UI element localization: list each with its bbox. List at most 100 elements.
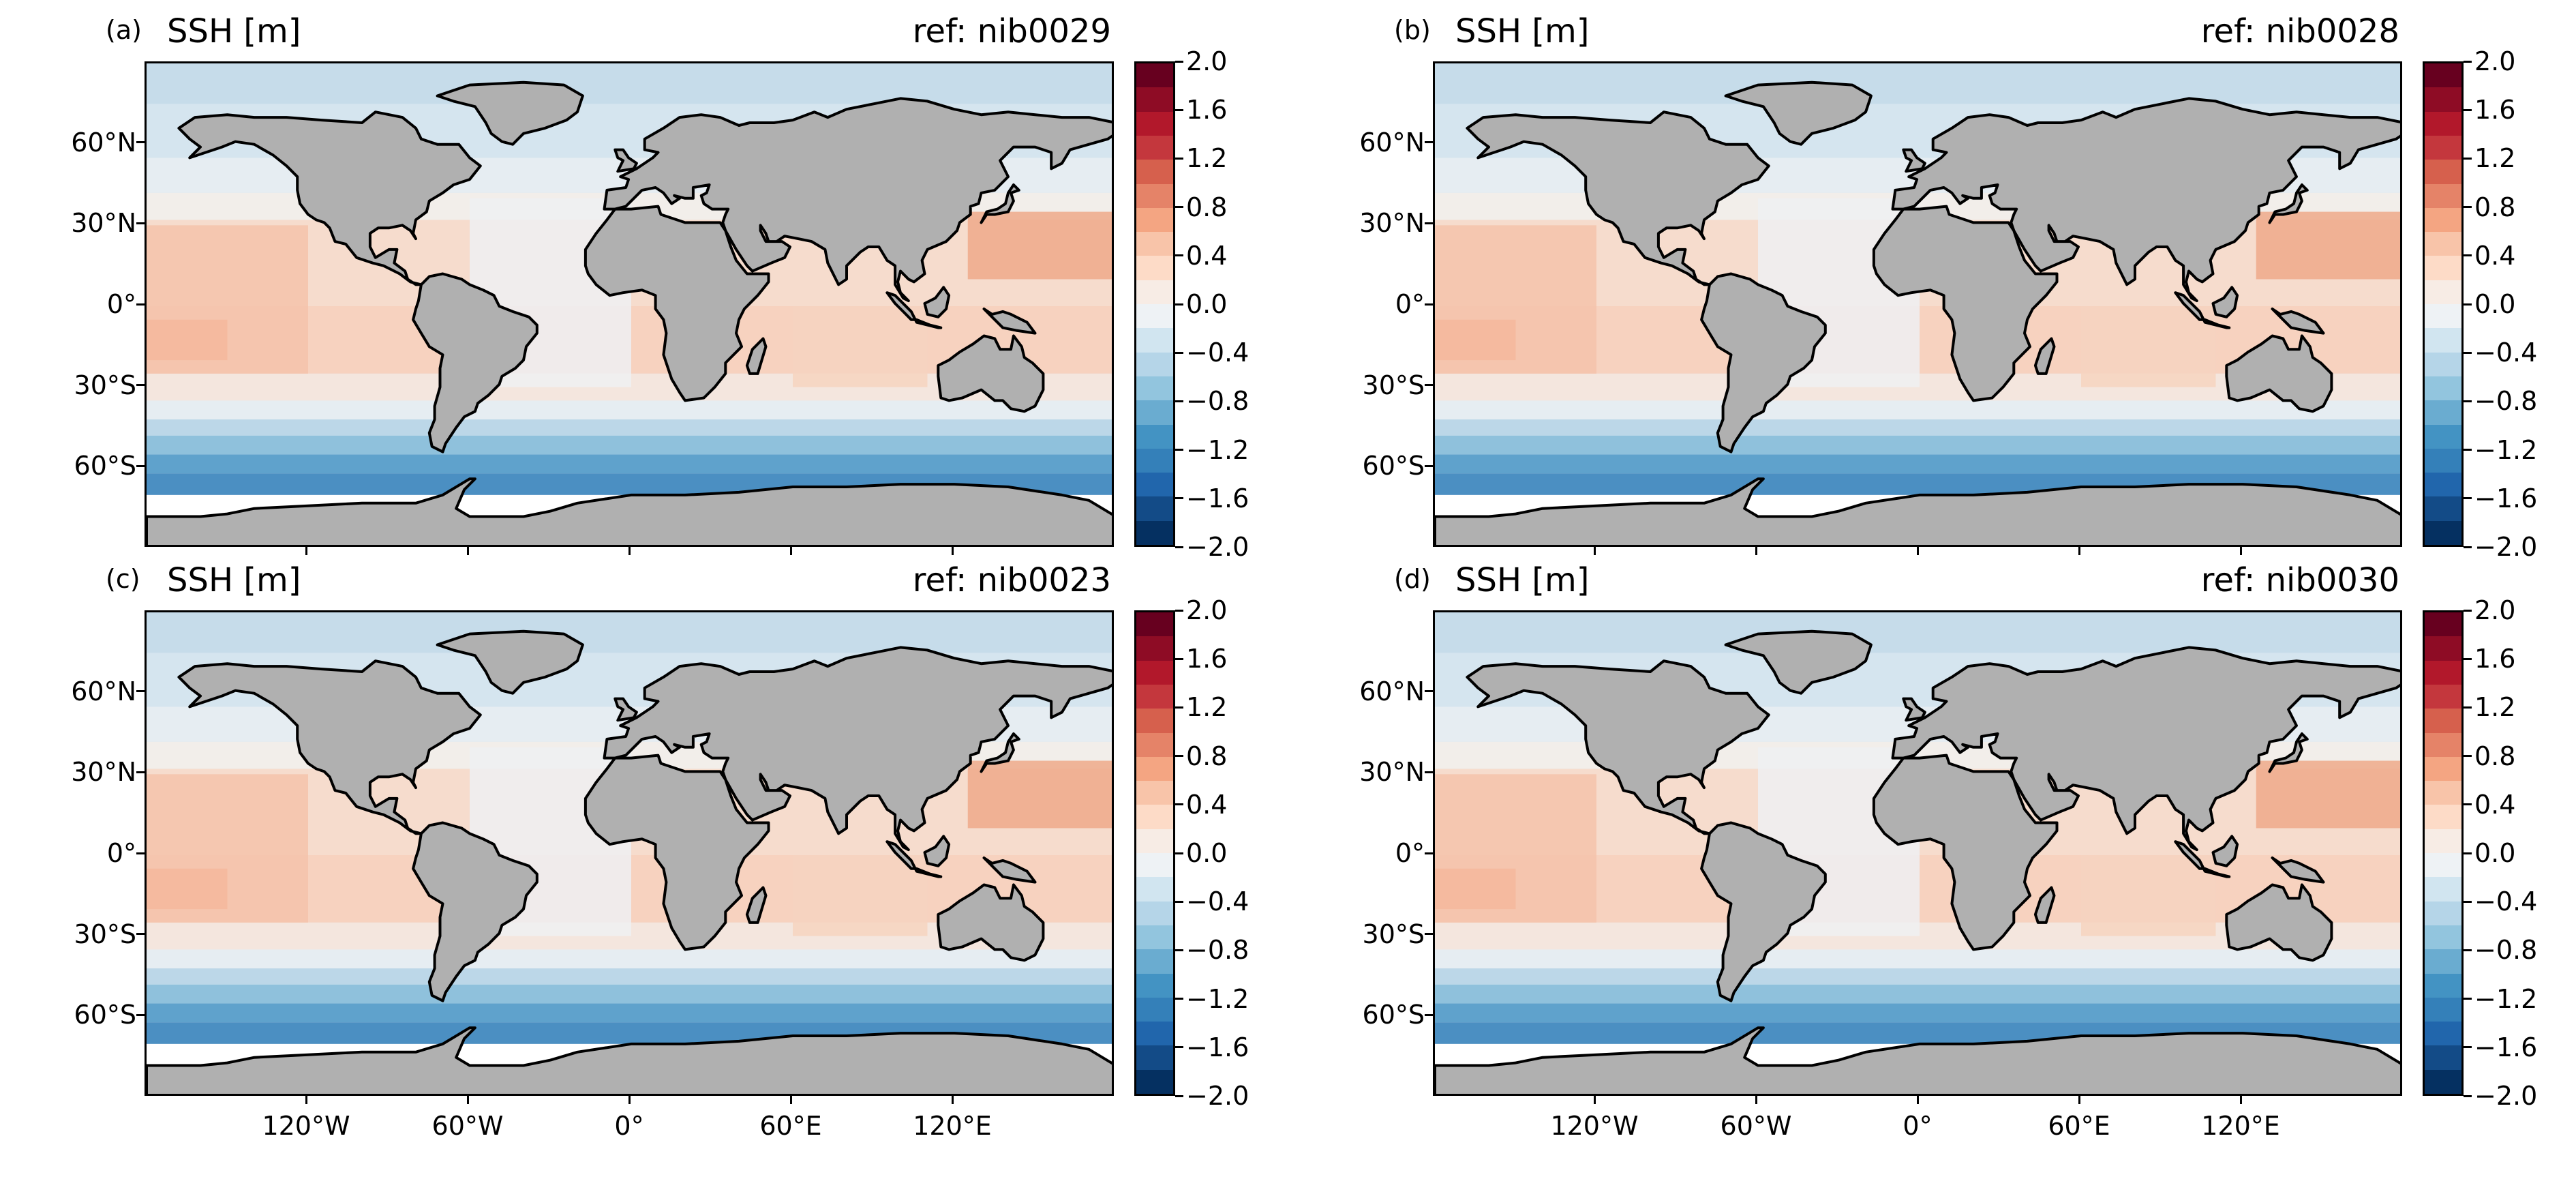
panel-letter: (d): [1394, 564, 1431, 594]
colorbar-tick-label: −1.2: [2474, 434, 2538, 465]
colorbar-tick: [1175, 949, 1183, 951]
panel-letter: (b): [1394, 15, 1431, 45]
colorbar: [2423, 610, 2464, 1096]
lat-tick-label: 30°N: [1359, 757, 1425, 788]
lon-tick: [466, 547, 469, 555]
colorbar-tick: [1175, 108, 1183, 111]
land-antarctica: [1435, 477, 2400, 545]
ssh-band-9: [1435, 435, 2400, 455]
colorbar-tick-label: 0.8: [1186, 741, 1228, 771]
lat-tick-label: 30°S: [1362, 370, 1425, 400]
lat-tick: [136, 141, 145, 144]
colorbar-segment: [1136, 207, 1173, 233]
colorbar-tick: [2464, 949, 2472, 951]
lat-tick-label: 0°: [106, 838, 136, 868]
colorbar-segment: [1136, 853, 1173, 878]
colorbar-tick-label: −0.8: [1186, 935, 1249, 966]
lon-tick: [2239, 547, 2242, 555]
colorbar-segment: [1136, 660, 1173, 685]
land-new-guinea: [2271, 308, 2325, 335]
lon-tick: [466, 1096, 469, 1104]
land-eurasia: [603, 97, 1112, 303]
ssh-band-7: [1435, 400, 2400, 420]
colorbar-segment: [2425, 781, 2461, 805]
ssh-band-8: [1435, 419, 2400, 436]
land-africa: [584, 205, 770, 402]
colorbar-tick-label: 1.6: [1186, 644, 1228, 674]
map-frame: [1433, 61, 2402, 547]
lat-tick: [136, 933, 145, 936]
ssh-patch-3: [793, 855, 928, 936]
colorbar-segment: [2425, 684, 2461, 709]
land-north-america: [177, 659, 482, 835]
lat-tick-label: 60°N: [71, 676, 136, 706]
land-north-america: [1466, 659, 1770, 835]
ssh-band-8: [147, 968, 1112, 985]
colorbar-segment: [2425, 328, 2461, 353]
ssh-patch-3: [2081, 306, 2216, 387]
colorbar-segment: [2425, 183, 2461, 209]
colorbar-segment: [1136, 496, 1173, 522]
lon-tick-label: 0°: [1903, 1111, 1933, 1141]
colorbar-segment: [1136, 87, 1173, 113]
land-uk: [1902, 148, 1926, 173]
lat-tick: [1425, 852, 1433, 854]
lat-tick: [136, 771, 145, 773]
lat-tick-label: 30°N: [71, 757, 136, 788]
ssh-patch-1: [967, 211, 1112, 280]
colorbar-tick: [1175, 400, 1183, 402]
land-indonesia: [2174, 840, 2231, 878]
land-eurasia: [603, 646, 1112, 852]
ssh-patch-1: [2256, 760, 2400, 829]
colorbar-segment: [2425, 256, 2461, 281]
colorbar-tick-label: −1.6: [1186, 483, 1249, 513]
colorbar-segment: [2425, 376, 2461, 401]
map-frame: [145, 610, 1114, 1096]
lat-tick: [136, 852, 145, 854]
land-eurasia: [1891, 97, 2400, 303]
ssh-patch-2: [1435, 868, 1516, 910]
colorbar-tick: [2464, 900, 2472, 903]
colorbar-tick-label: −0.4: [1186, 338, 1249, 368]
colorbar-segment: [1136, 520, 1173, 545]
map-frame: [145, 61, 1114, 547]
colorbar-segment: [1136, 135, 1173, 160]
lat-tick: [136, 222, 145, 224]
colorbar-segment: [1136, 732, 1173, 758]
panel-title: SSH [m]: [167, 12, 301, 50]
ssh-band-7: [147, 400, 1112, 420]
ssh-patch-1: [967, 760, 1112, 829]
lat-tick-label: 60°S: [74, 1000, 136, 1030]
ssh-patch-3: [793, 306, 928, 387]
colorbar-segment: [2425, 973, 2461, 998]
lon-tick: [2078, 547, 2080, 555]
colorbar-segment: [1136, 829, 1173, 854]
panel-a: (a) SSH [m] ref: nib0029 60°N 30°N 0° 30°S 6…: [0, 0, 1282, 562]
colorbar-segment: [1136, 304, 1173, 329]
colorbar-segment: [1136, 160, 1173, 185]
colorbar-segment: [1136, 973, 1173, 998]
colorbar-tick: [2464, 449, 2472, 451]
lat-tick: [1425, 222, 1433, 224]
land-north-america: [177, 110, 482, 286]
colorbar-segment: [1136, 901, 1173, 926]
colorbar-segment: [2425, 111, 2461, 136]
colorbar-tick: [2464, 657, 2472, 660]
land-borneo: [2211, 835, 2239, 867]
ssh-patch-2: [147, 868, 228, 910]
colorbar-tick: [1175, 609, 1183, 612]
land-antarctica: [147, 1026, 1112, 1094]
colorbar-segment: [1136, 805, 1173, 830]
colorbar-segment: [1136, 424, 1173, 449]
ssh-patch-1: [2256, 211, 2400, 280]
lon-tick-label: 120°W: [1550, 1111, 1639, 1141]
colorbar-segment: [1136, 183, 1173, 209]
lat-tick: [1425, 771, 1433, 773]
ssh-map: [1435, 612, 2400, 1094]
colorbar-tick-label: 2.0: [2474, 595, 2516, 625]
colorbar-tick: [1175, 449, 1183, 451]
colorbar-tick-label: 0.8: [2474, 192, 2516, 222]
colorbar-segment: [1136, 877, 1173, 902]
colorbar-tick: [2464, 1094, 2472, 1097]
colorbar-segment: [2425, 732, 2461, 758]
